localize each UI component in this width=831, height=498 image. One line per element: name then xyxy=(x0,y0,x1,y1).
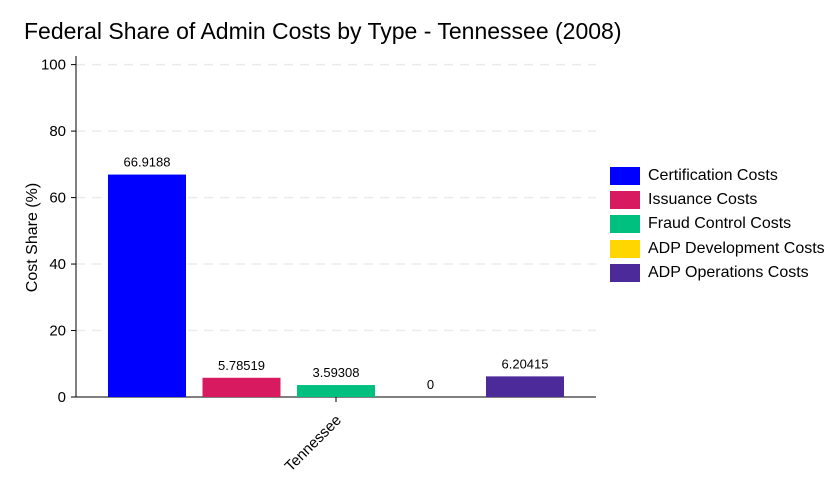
data-label-3: 3.59308 xyxy=(313,365,360,380)
legend-swatch xyxy=(610,167,640,186)
bar-3 xyxy=(297,385,375,397)
y-tick-label: 80 xyxy=(49,123,66,140)
bar-1 xyxy=(108,174,186,397)
data-labels: 66.9188 5.78519 3.59308 0 6.20415 xyxy=(124,155,549,392)
legend-label: ADP Development Costs xyxy=(648,239,825,257)
legend-item: Certification Costs xyxy=(610,164,825,188)
x-tick-label: Tennessee xyxy=(281,412,344,475)
legend-item: ADP Development Costs xyxy=(610,237,825,261)
legend-item: Issuance Costs xyxy=(610,188,825,212)
legend-label: Fraud Control Costs xyxy=(648,215,792,233)
data-label-5: 6.20415 xyxy=(502,356,549,371)
legend-label: Certification Costs xyxy=(648,167,778,185)
legend-swatch xyxy=(610,215,640,234)
y-tick-label: 100 xyxy=(41,57,66,74)
y-axis-title: Cost Share (%) xyxy=(24,183,41,292)
y-tick-label: 0 xyxy=(58,389,66,406)
y-tick-label: 40 xyxy=(49,256,66,273)
bar-5 xyxy=(486,376,564,397)
data-label-4: 0 xyxy=(427,377,434,392)
data-label-2: 5.78519 xyxy=(218,358,265,373)
y-tick-label: 20 xyxy=(49,323,66,340)
legend-label: ADP Operations Costs xyxy=(648,263,809,281)
legend-item: Fraud Control Costs xyxy=(610,212,825,236)
legend-item: ADP Operations Costs xyxy=(610,261,825,285)
data-label-1: 66.9188 xyxy=(124,155,171,170)
legend: Certification Costs Issuance Costs Fraud C… xyxy=(610,164,825,285)
legend-swatch xyxy=(610,263,640,282)
legend-label: Issuance Costs xyxy=(648,191,758,209)
bars xyxy=(108,174,564,397)
legend-swatch xyxy=(610,191,640,210)
y-tick-label: 60 xyxy=(49,190,66,207)
chart-title: Federal Share of Admin Costs by Type - T… xyxy=(24,18,622,44)
legend-swatch xyxy=(610,239,640,258)
bar-2 xyxy=(202,377,281,397)
